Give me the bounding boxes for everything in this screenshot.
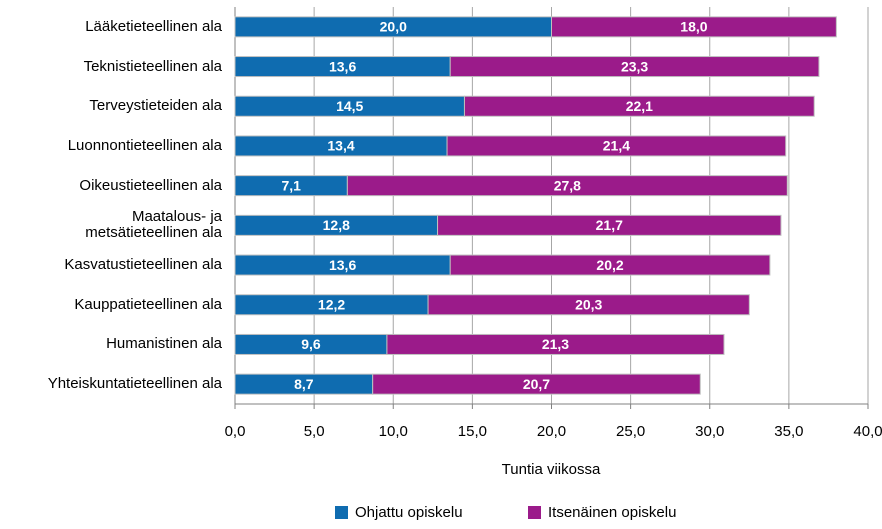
y-tick-label: Luonnontieteellinen ala xyxy=(67,136,222,154)
data-label: 12,8 xyxy=(323,217,350,233)
data-label: 7,1 xyxy=(281,177,301,193)
data-label: 27,8 xyxy=(554,177,581,193)
data-label: 13,4 xyxy=(327,138,354,154)
x-tick-label: 0,0 xyxy=(225,423,246,440)
legend-swatch xyxy=(335,506,348,519)
x-tick-label: 40,0 xyxy=(853,423,882,440)
y-tick-label: Teknistieteellinen ala xyxy=(83,57,222,75)
y-tick-label: Kasvatustieteellinen ala xyxy=(64,256,222,274)
y-tick-label: Humanistinen ala xyxy=(106,335,222,353)
x-tick-label: 5,0 xyxy=(304,423,325,440)
y-tick-label: Lääketieteellinen ala xyxy=(85,17,222,35)
legend-label: Itsenäinen opiskelu xyxy=(548,504,676,521)
bar-segment xyxy=(551,16,837,38)
bar-segment xyxy=(449,56,820,78)
x-tick-label: 10,0 xyxy=(379,423,408,440)
x-tick-label: 25,0 xyxy=(616,423,645,440)
data-label: 22,1 xyxy=(626,98,653,114)
data-label: 12,2 xyxy=(318,296,345,312)
data-label: 18,0 xyxy=(680,19,707,35)
data-label: 20,0 xyxy=(380,19,407,35)
data-label: 13,6 xyxy=(329,58,356,74)
data-label: 20,2 xyxy=(596,257,623,273)
x-tick-label: 35,0 xyxy=(774,423,803,440)
legend-swatch xyxy=(528,506,541,519)
data-label: 8,7 xyxy=(294,376,314,392)
bar-segment xyxy=(427,294,750,316)
bar-segment xyxy=(446,135,787,157)
data-label: 20,7 xyxy=(523,376,550,392)
y-tick-label: Terveystieteiden ala xyxy=(89,97,222,115)
data-label: 21,3 xyxy=(542,336,569,352)
data-label: 21,7 xyxy=(596,217,623,233)
bar-segment xyxy=(386,333,725,355)
x-tick-label: 20,0 xyxy=(537,423,566,440)
bar-segment xyxy=(437,214,782,236)
bar-segment xyxy=(463,95,815,117)
data-label: 23,3 xyxy=(621,58,648,74)
bar-segment xyxy=(372,373,701,395)
y-tick-label: Yhteiskuntatieteellinen ala xyxy=(47,375,222,393)
data-label: 14,5 xyxy=(336,98,363,114)
data-label: 9,6 xyxy=(301,336,321,352)
y-tick-label: Kauppatieteellinen ala xyxy=(74,295,222,313)
data-label: 21,4 xyxy=(603,138,630,154)
y-tick-label: Maatalous- ja metsätieteellinen ala xyxy=(85,208,222,242)
bar-segment xyxy=(346,175,788,197)
data-label: 20,3 xyxy=(575,296,602,312)
bar-segment xyxy=(449,254,771,276)
x-tick-label: 15,0 xyxy=(458,423,487,440)
x-tick-label: 30,0 xyxy=(695,423,724,440)
y-tick-label: Oikeustieteellinen ala xyxy=(79,176,222,194)
x-axis-title: Tuntia viikossa xyxy=(502,461,601,478)
legend-label: Ohjattu opiskelu xyxy=(355,504,463,521)
data-label: 13,6 xyxy=(329,257,356,273)
